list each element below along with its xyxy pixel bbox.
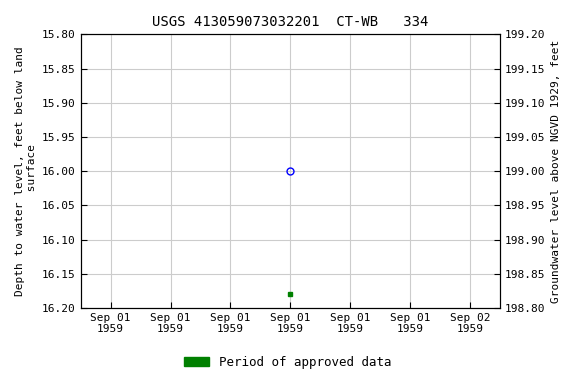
Title: USGS 413059073032201  CT-WB   334: USGS 413059073032201 CT-WB 334: [152, 15, 429, 29]
Legend: Period of approved data: Period of approved data: [179, 351, 397, 374]
Y-axis label: Depth to water level, feet below land
 surface: Depth to water level, feet below land su…: [15, 46, 37, 296]
Y-axis label: Groundwater level above NGVD 1929, feet: Groundwater level above NGVD 1929, feet: [551, 40, 561, 303]
